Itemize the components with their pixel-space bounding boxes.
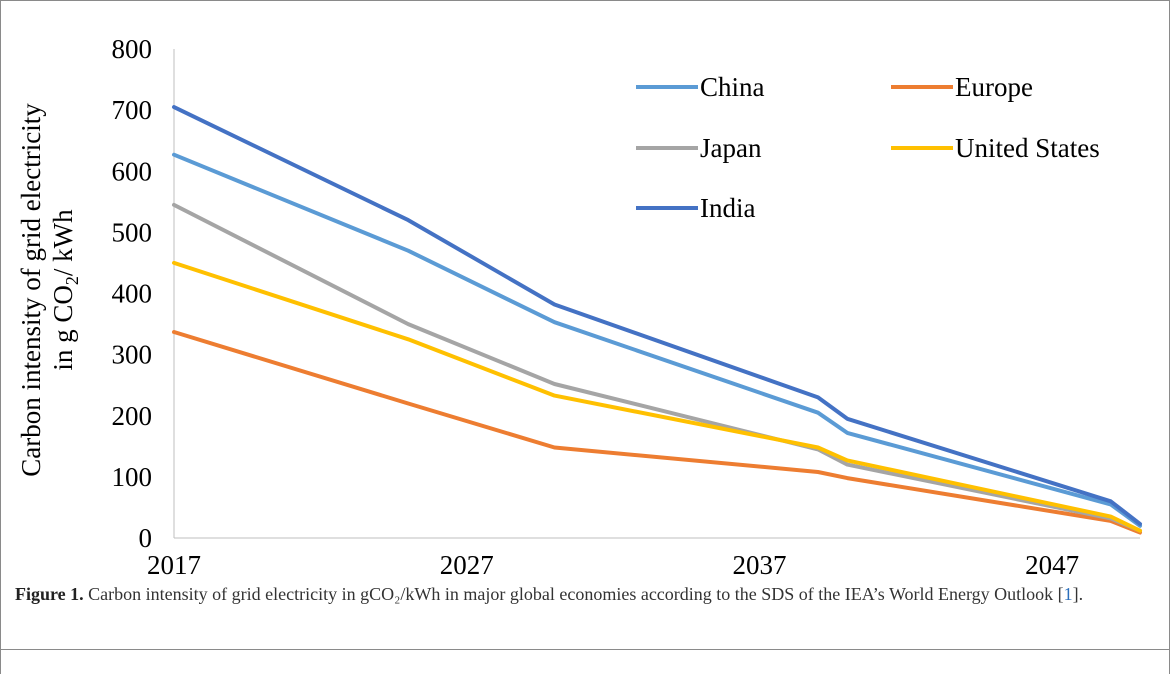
- y-tick-labels: 0 100 200 300 400 500 600 700 800: [112, 34, 153, 553]
- legend-label-europe: Europe: [955, 72, 1033, 102]
- series-line-india: [172, 105, 1142, 526]
- legend-label-china: China: [700, 72, 765, 102]
- y-tick-label: 0: [139, 523, 153, 553]
- x-tick-label: 2047: [1025, 550, 1079, 580]
- legend-label-united-states: United States: [955, 133, 1100, 163]
- y-tick-label: 800: [112, 34, 153, 64]
- caption-label: Figure 1.: [15, 584, 84, 604]
- caption-text-end: ].: [1072, 584, 1084, 604]
- y-tick-label: 500: [112, 217, 153, 247]
- caption-divider: [1, 649, 1170, 650]
- x-tick-labels: 2017 2027 2037 2047: [147, 550, 1079, 580]
- series-line-europe: [172, 330, 1142, 535]
- y-tick-label: 700: [112, 95, 153, 125]
- x-tick-label: 2027: [440, 550, 494, 580]
- y-tick-label: 200: [112, 401, 153, 431]
- legend: China Europe Japan United States India: [636, 72, 1100, 223]
- y-axis-label-line1: Carbon intensity of grid electricity: [16, 103, 46, 477]
- line-chart: Carbon intensity of grid electricity in …: [16, 34, 1142, 580]
- caption-text: Carbon intensity of grid electricity in …: [83, 584, 1064, 604]
- axes: [173, 49, 1140, 539]
- y-axis-label-line2: in g CO2/ kWh: [48, 209, 82, 371]
- y-axis-label: Carbon intensity of grid electricity in …: [16, 103, 82, 477]
- x-tick-label: 2037: [732, 550, 786, 580]
- series-line-japan: [172, 202, 1142, 533]
- y-tick-label: 100: [112, 462, 153, 492]
- series-lines: [172, 105, 1142, 535]
- y-axis-label-suffix: / kWh: [48, 209, 78, 276]
- figure-caption: Figure 1. Carbon intensity of grid elect…: [15, 582, 1135, 606]
- legend-label-japan: Japan: [700, 133, 762, 163]
- y-tick-label: 300: [112, 340, 153, 370]
- y-tick-label: 400: [112, 279, 153, 309]
- y-axis-label-prefix: in g CO: [48, 285, 78, 371]
- series-line-china: [172, 152, 1142, 528]
- x-tick-label: 2017: [147, 550, 201, 580]
- y-tick-label: 600: [112, 156, 153, 186]
- caption-reference-link[interactable]: 1: [1063, 584, 1073, 604]
- legend-label-india: India: [700, 193, 755, 223]
- series-line-united-states: [172, 260, 1142, 533]
- y-axis-label-sub: 2: [62, 276, 82, 285]
